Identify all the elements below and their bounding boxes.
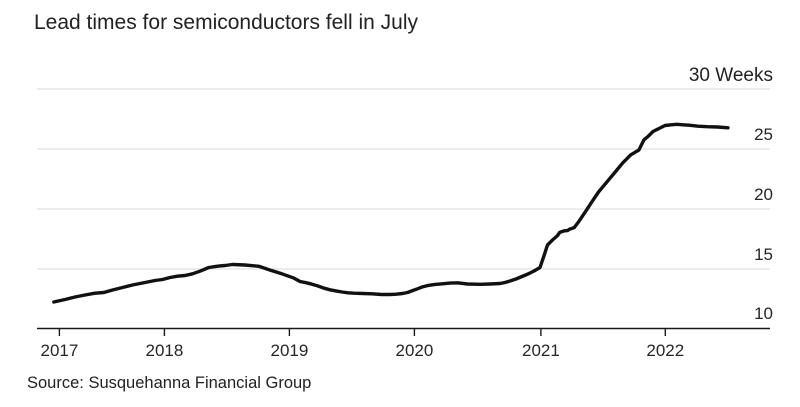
svg-text:20: 20 xyxy=(754,185,773,204)
svg-text:2018: 2018 xyxy=(145,341,183,360)
svg-text:30 Weeks: 30 Weeks xyxy=(689,65,773,86)
svg-text:15: 15 xyxy=(754,245,773,264)
svg-text:25: 25 xyxy=(754,125,773,144)
svg-text:2021: 2021 xyxy=(522,341,560,360)
svg-text:2020: 2020 xyxy=(395,341,433,360)
svg-text:2022: 2022 xyxy=(646,341,684,360)
svg-text:10: 10 xyxy=(754,304,773,323)
svg-text:2017: 2017 xyxy=(40,341,78,360)
svg-text:2019: 2019 xyxy=(270,341,308,360)
